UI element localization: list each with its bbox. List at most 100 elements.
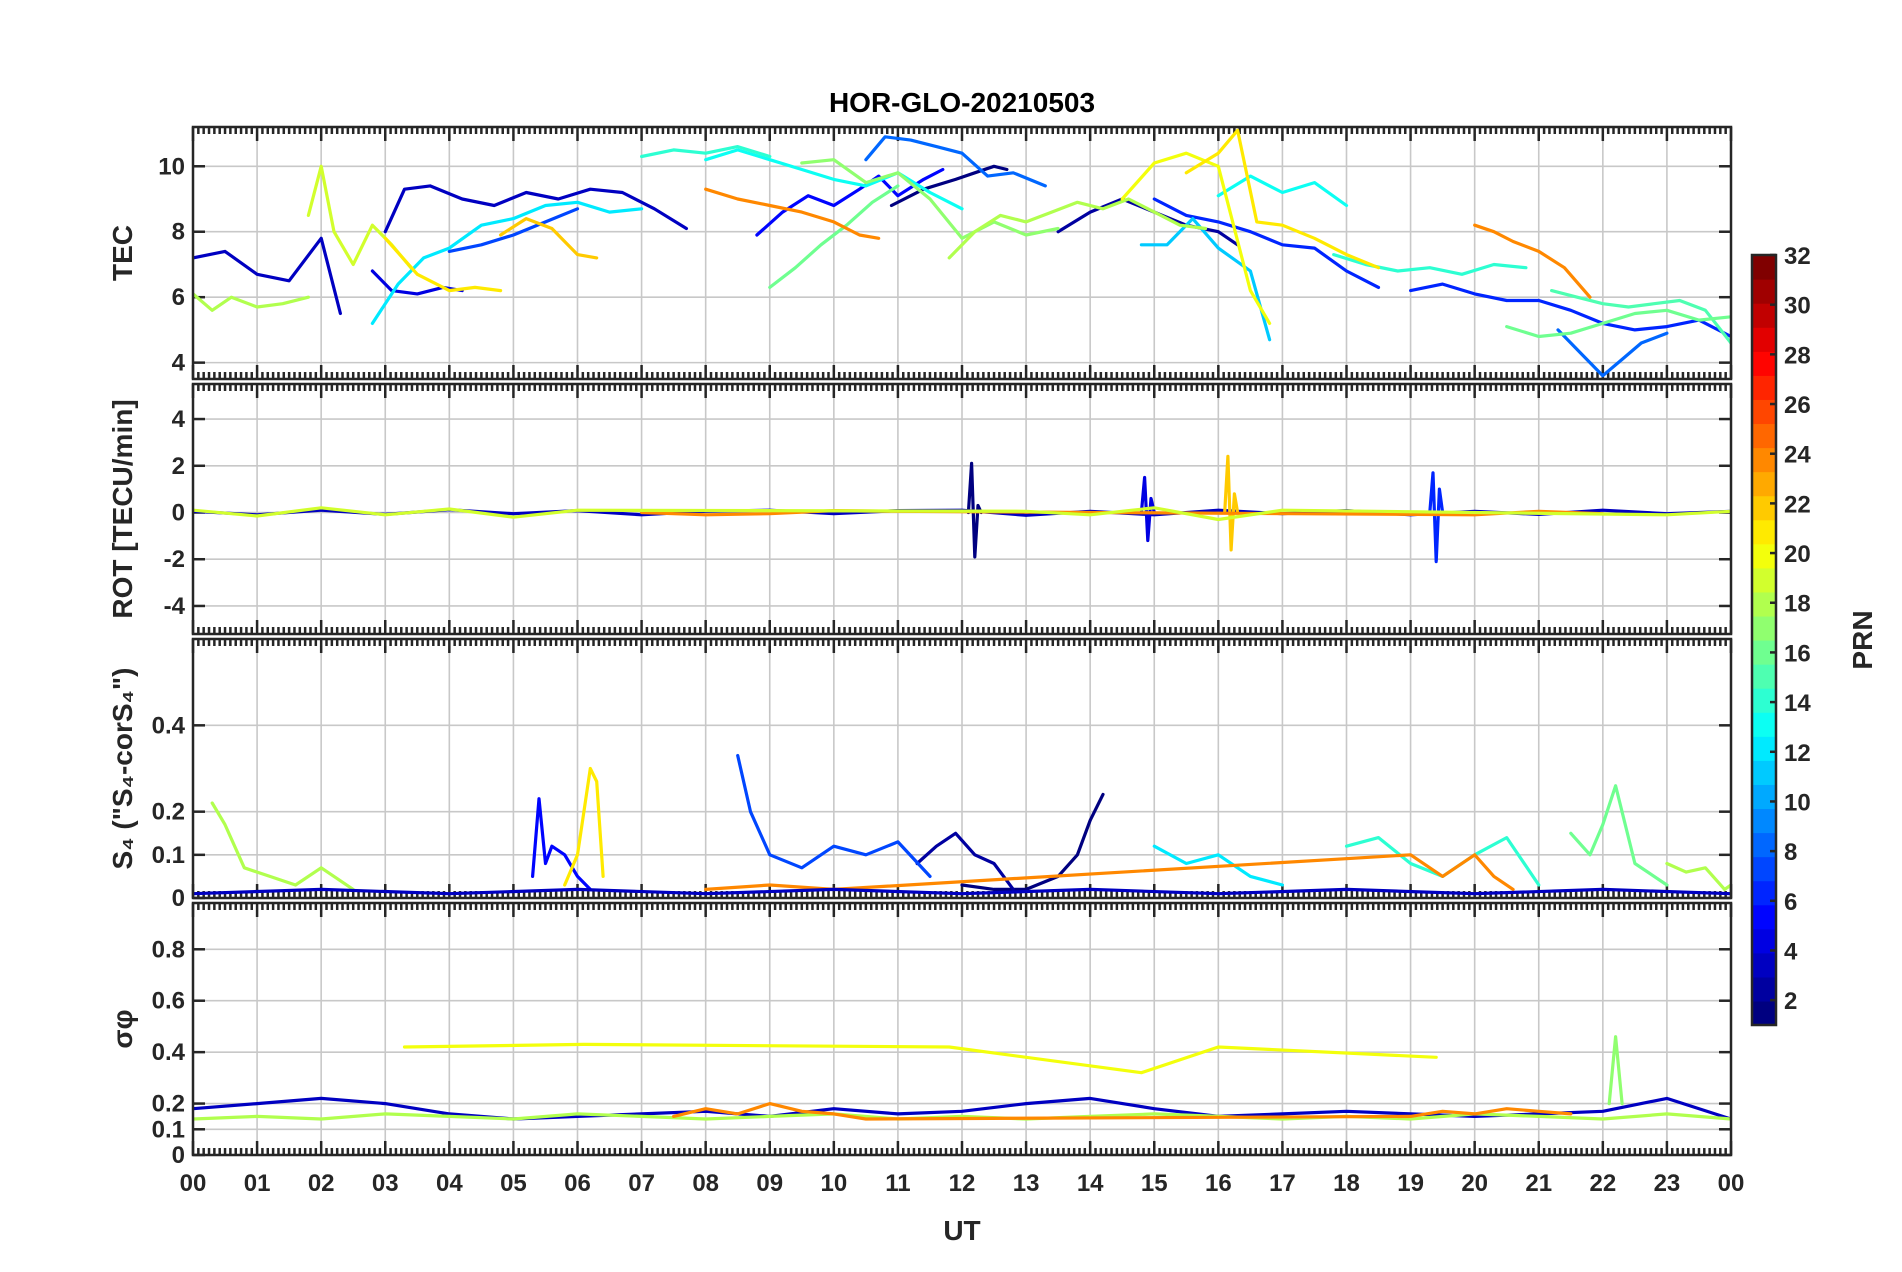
series-line-prn-16 — [1569, 784, 1669, 887]
colorbar-tick-label: 8 — [1784, 839, 1797, 866]
series-line-prn-18 — [193, 292, 310, 312]
series-line-prn-21 — [563, 766, 605, 887]
colorbar-tick-label: 10 — [1784, 789, 1811, 816]
y-tick-label: 2 — [172, 453, 185, 480]
x-tick-label: 16 — [1205, 1170, 1232, 1197]
colorbar-tick-label: 26 — [1784, 392, 1811, 419]
x-tick-label: 19 — [1397, 1170, 1424, 1197]
series-line-prn-7 — [447, 207, 580, 253]
series-group — [193, 454, 1731, 564]
colorbar-tick-label: 2 — [1784, 988, 1797, 1015]
series-line-prn-14 — [639, 145, 772, 159]
x-tick-label: 05 — [500, 1170, 527, 1197]
x-tick-label: 00 — [180, 1170, 207, 1197]
series-line-prn-7 — [736, 753, 932, 879]
colorbar-swatch — [1752, 856, 1776, 882]
colorbar-tick-label: 24 — [1784, 442, 1811, 469]
x-tick-label: 09 — [756, 1170, 783, 1197]
colorbar-swatch — [1752, 255, 1776, 280]
series-line-prn-14 — [1332, 253, 1528, 276]
series-line-prn-4 — [370, 269, 464, 296]
colorbar-swatch — [1752, 1000, 1776, 1026]
y-tick-label: -4 — [164, 593, 186, 620]
series-line-prn-6 — [1408, 282, 1731, 339]
x-tick-label: 12 — [949, 1170, 976, 1197]
y-axis-label: TEC — [107, 225, 138, 281]
series-line-prn-16 — [1505, 308, 1731, 339]
series-line-prn-21 — [383, 236, 503, 293]
series-line-prn-2 — [915, 831, 1015, 892]
y-tick-label: 0.4 — [152, 712, 186, 739]
series-line-prn-13 — [1216, 174, 1349, 208]
panel-frame — [191, 637, 1733, 900]
x-tick-label: 18 — [1333, 1170, 1360, 1197]
colorbar-tick-label: 6 — [1784, 889, 1797, 916]
colorbar-swatch — [1752, 303, 1776, 328]
y-tick-label: 8 — [172, 219, 185, 246]
series-line-prn-3 — [383, 184, 689, 234]
colorbar-swatch — [1752, 760, 1776, 785]
colorbar-swatch — [1752, 904, 1776, 930]
panel-frame — [191, 382, 1733, 636]
x-tick-label: 14 — [1077, 1170, 1104, 1197]
colorbar-label: PRN — [1847, 610, 1878, 669]
series-group — [193, 753, 1731, 896]
series-line-prn-24 — [704, 853, 1515, 892]
y-axis-label: S₄ ("S₄-corS₄") — [107, 668, 138, 870]
colorbar-frame — [1750, 253, 1778, 1027]
panel-3: 0 0.1 0.2 0.4 S₄ ("S₄-corS₄") — [107, 637, 1733, 912]
series-line-prn-6 — [1428, 471, 1445, 564]
colorbar-tick-label: 12 — [1784, 740, 1811, 767]
series-line-prn-5 — [755, 167, 945, 237]
colorbar-tick-label: 32 — [1784, 243, 1811, 270]
x-tick-label: 17 — [1269, 1170, 1296, 1197]
series-line-prn-24 — [1473, 223, 1592, 299]
series-line-prn-4 — [1139, 475, 1156, 543]
colorbar-swatch — [1752, 447, 1776, 473]
y-tick-label: 4 — [172, 350, 186, 377]
series-line-prn-13 — [704, 148, 964, 211]
colorbar-swatch — [1752, 664, 1776, 689]
colorbar-swatch — [1752, 471, 1776, 497]
colorbar-tick-label: 14 — [1784, 690, 1811, 717]
series-line-prn-24 — [704, 187, 881, 240]
x-tick-label: 22 — [1589, 1170, 1616, 1197]
colorbar-swatch — [1752, 279, 1776, 304]
colorbar-tick-label: 30 — [1784, 293, 1811, 320]
series-line-prn-18 — [1665, 861, 1731, 892]
series-line-prn-16 — [768, 184, 900, 289]
y-tick-label: 10 — [158, 153, 185, 180]
series-line-prn-3 — [193, 236, 342, 316]
series-line-prn-5 — [530, 797, 592, 892]
y-tick-label: 0 — [172, 500, 185, 527]
x-tick-label: 03 — [372, 1170, 399, 1197]
series-line-prn-11 — [1139, 217, 1272, 342]
colorbar-swatch — [1752, 688, 1776, 713]
colorbar-tick-label: 28 — [1784, 342, 1811, 369]
series-line-prn-1 — [889, 164, 1009, 208]
series-line-prn-18 — [947, 197, 1208, 260]
colorbar-tick-label: 18 — [1784, 591, 1811, 618]
y-tick-label: 0 — [172, 1142, 185, 1169]
x-tick-label: 23 — [1654, 1170, 1681, 1197]
series-line-prn-15 — [1549, 289, 1731, 345]
colorbar-swatch — [1752, 784, 1776, 810]
panel-frame — [191, 901, 1733, 1157]
series-group — [193, 1035, 1731, 1121]
y-axis-label: ROT [TECU/min] — [107, 399, 138, 618]
series-line-prn-3 — [193, 1096, 1731, 1121]
x-tick-label: 13 — [1013, 1170, 1040, 1197]
series-line-prn-12 — [1152, 844, 1285, 887]
colorbar-swatch — [1752, 543, 1776, 569]
series-line-prn-17 — [1607, 1035, 1624, 1106]
colorbar-swatch — [1752, 736, 1776, 761]
colorbar-swatch — [1752, 567, 1776, 593]
colorbar-swatch — [1752, 808, 1776, 834]
y-axis-label: σφ — [107, 1009, 138, 1048]
chart-title: HOR-GLO-20210503 — [829, 87, 1095, 118]
x-tick-label: 15 — [1141, 1170, 1168, 1197]
colorbar-swatch — [1752, 832, 1776, 858]
